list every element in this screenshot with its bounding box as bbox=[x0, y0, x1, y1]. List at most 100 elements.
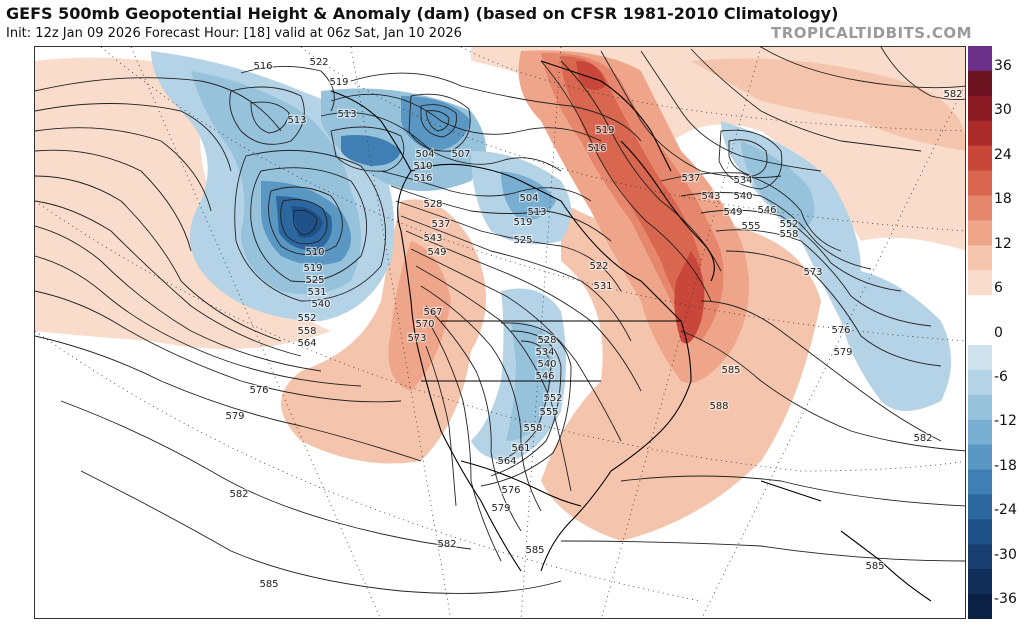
contour-label: 510 bbox=[305, 247, 324, 258]
contour-label: 519 bbox=[513, 217, 532, 228]
contour-label: 552 bbox=[779, 219, 798, 230]
colorbar-label: 18 bbox=[994, 191, 1012, 208]
height-contours bbox=[35, 47, 965, 594]
contour-label: 522 bbox=[589, 261, 608, 272]
contour-label: 564 bbox=[297, 338, 316, 349]
contour-label: 543 bbox=[701, 191, 720, 202]
contour-label: 513 bbox=[287, 115, 306, 126]
contour-label: 537 bbox=[431, 219, 450, 230]
contour-label: 582 bbox=[913, 433, 932, 444]
colorbar-label: -30 bbox=[994, 546, 1017, 563]
contour-label: 543 bbox=[423, 233, 442, 244]
contour-label: 546 bbox=[757, 205, 776, 216]
colorbar-label: -6 bbox=[994, 368, 1008, 385]
contour-label: 585 bbox=[259, 579, 278, 590]
contour-label: 582 bbox=[437, 539, 456, 550]
colorbar-swatch bbox=[968, 594, 992, 619]
contour-label: 504 bbox=[519, 193, 538, 204]
coastlines bbox=[330, 60, 932, 602]
colorbar-swatch bbox=[968, 245, 992, 271]
contour-label: 576 bbox=[831, 325, 850, 336]
contour-label: 576 bbox=[501, 485, 520, 496]
colorbar-label: -36 bbox=[994, 591, 1017, 607]
contour-label: 516 bbox=[587, 143, 606, 154]
colorbar-swatch bbox=[968, 195, 992, 221]
contour-label: 516 bbox=[413, 173, 432, 184]
contour-label: 504 bbox=[415, 149, 434, 160]
contour-label: 564 bbox=[497, 456, 516, 467]
graticule bbox=[35, 47, 965, 618]
contour-label: 519 bbox=[303, 263, 322, 274]
colorbar-swatch bbox=[968, 270, 992, 296]
contour-label: 558 bbox=[523, 423, 542, 434]
colorbar-label: 6 bbox=[994, 280, 1003, 297]
colorbar-swatch bbox=[968, 494, 992, 520]
colorbar-swatch bbox=[968, 394, 992, 421]
contour-label: 576 bbox=[249, 385, 268, 396]
colorbar-label: 0 bbox=[994, 324, 1003, 341]
colorbar-label: -24 bbox=[994, 502, 1017, 519]
contour-label: 579 bbox=[225, 411, 244, 422]
colorbar-label: 24 bbox=[994, 146, 1012, 163]
colorbar-label: -12 bbox=[994, 413, 1017, 430]
contour-label: 555 bbox=[539, 407, 558, 418]
contour-label: 582 bbox=[229, 489, 248, 500]
colorbar-swatch bbox=[968, 519, 992, 545]
colorbar-swatch bbox=[968, 220, 992, 246]
contour-label: 558 bbox=[779, 229, 798, 240]
contour-label: 540 bbox=[311, 299, 330, 310]
colorbar-swatch bbox=[968, 569, 992, 595]
colorbar-label: 12 bbox=[994, 235, 1012, 252]
contour-label: 558 bbox=[297, 326, 316, 337]
contour-label: 513 bbox=[527, 207, 546, 218]
contour-label: 540 bbox=[537, 359, 556, 370]
colorbar-swatch bbox=[968, 145, 992, 172]
weather-map: 516 522 519 513 513 504 507 510 516 528 537 543 549 5… bbox=[34, 46, 966, 619]
contour-label: 561 bbox=[511, 443, 530, 454]
anomaly-colorbar bbox=[968, 46, 992, 619]
contour-label: 570 bbox=[415, 319, 434, 330]
colorbar-swatch bbox=[968, 46, 992, 72]
contour-label: 528 bbox=[423, 199, 442, 210]
contour-label: 588 bbox=[709, 401, 728, 412]
contour-label: 522 bbox=[309, 57, 328, 68]
map-subtitle: Init: 12z Jan 09 2026 Forecast Hour: [18… bbox=[6, 26, 462, 41]
contour-label: 507 bbox=[451, 149, 470, 160]
colorbar-swatch bbox=[968, 469, 992, 496]
colorbar-swatch bbox=[968, 320, 992, 346]
contour-label: 534 bbox=[535, 347, 554, 358]
colorbar-swatch bbox=[968, 170, 992, 197]
colorbar-labels: 36 30 24 18 12 6 0 -6 -12 -18 -24 -30 -36 bbox=[994, 46, 1024, 619]
contour-label: 567 bbox=[423, 307, 442, 318]
contour-label: 546 bbox=[535, 371, 554, 382]
contour-label: 531 bbox=[593, 281, 612, 292]
colorbar-swatch bbox=[968, 95, 992, 122]
contour-label: 531 bbox=[307, 287, 326, 298]
contour-label: 549 bbox=[427, 247, 446, 258]
contour-label: 549 bbox=[723, 207, 742, 218]
brand-watermark[interactable]: TROPICALTIDBITS.COM bbox=[771, 24, 972, 42]
contour-label: 585 bbox=[525, 545, 544, 556]
contour-label: 534 bbox=[733, 175, 752, 186]
colorbar-label: -18 bbox=[994, 457, 1017, 474]
colorbar-label: 30 bbox=[994, 102, 1012, 119]
contour-label: 555 bbox=[741, 221, 760, 232]
contour-label: 585 bbox=[721, 365, 740, 376]
contour-label: 585 bbox=[865, 561, 884, 572]
contour-label: 516 bbox=[253, 61, 272, 72]
colorbar-label: 36 bbox=[994, 58, 1012, 74]
contour-label: 579 bbox=[491, 503, 510, 514]
contour-label: 519 bbox=[595, 125, 614, 136]
contour-label: 519 bbox=[329, 77, 348, 88]
contour-label: 552 bbox=[543, 393, 562, 404]
contour-label: 573 bbox=[803, 267, 822, 278]
colorbar-swatch bbox=[968, 295, 992, 321]
colorbar-swatch bbox=[968, 444, 992, 471]
colorbar-swatch bbox=[968, 120, 992, 147]
colorbar-swatch bbox=[968, 369, 992, 396]
colorbar-swatch bbox=[968, 419, 992, 446]
contour-label: 525 bbox=[513, 235, 532, 246]
contour-label: 582 bbox=[943, 89, 962, 100]
contour-label: 528 bbox=[537, 335, 556, 346]
